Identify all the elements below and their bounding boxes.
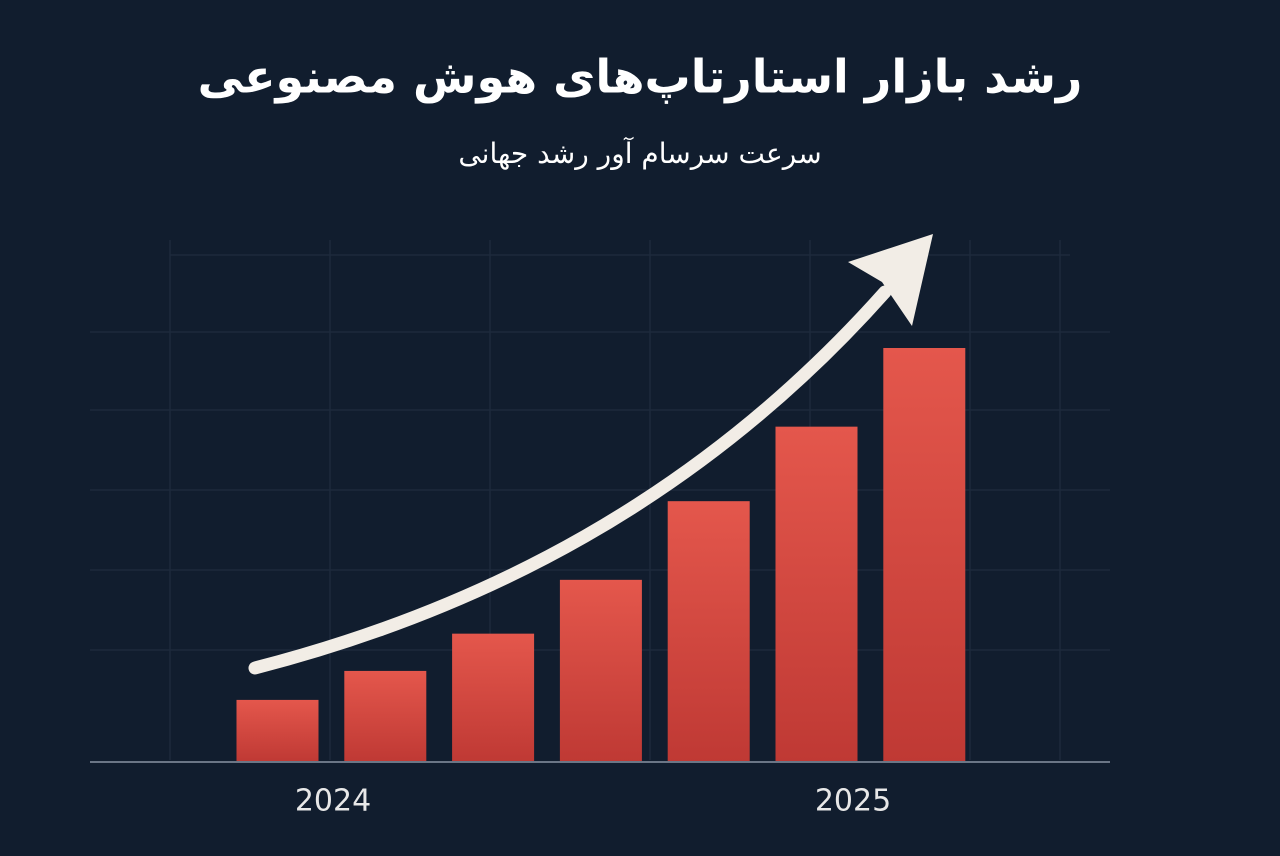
bar	[883, 348, 966, 762]
bar	[236, 699, 319, 762]
bar	[344, 670, 427, 762]
bar	[667, 501, 750, 762]
chart-title: رشد بازار استارتاپ‌های هوش مصنوعی	[198, 50, 1083, 104]
bar	[559, 579, 642, 762]
growth-arrow	[248, 285, 892, 675]
bars	[236, 348, 966, 762]
arrow-head	[848, 234, 933, 326]
year-label: 2025	[815, 784, 891, 819]
chart-subtitle: سرعت سرسام آور رشد جهانی	[458, 137, 821, 170]
year-label: 2024	[295, 784, 371, 819]
bar	[775, 426, 858, 762]
bar	[452, 633, 535, 762]
